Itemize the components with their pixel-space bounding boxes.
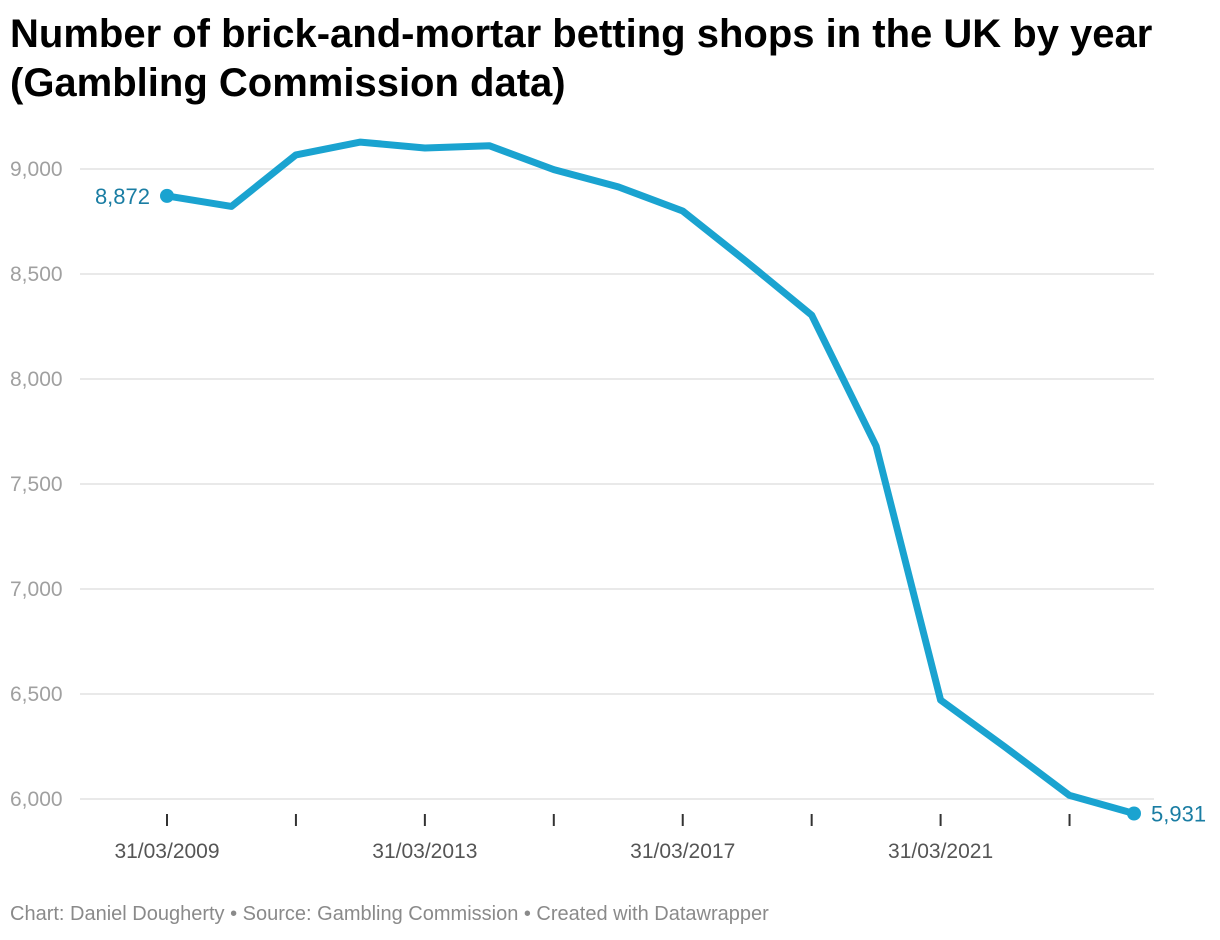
- data-point-6: [550, 166, 557, 173]
- start-marker: [160, 188, 174, 203]
- x-axis: 31/03/2009 31/03/2013 31/03/2017 31/03/2021: [114, 814, 1071, 863]
- start-value-label: 8,872: [95, 184, 150, 209]
- y-tick-label-7500: 7,500: [10, 473, 63, 496]
- chart-title: Number of brick-and-mortar betting shops…: [10, 12, 1153, 105]
- gridlines: [80, 168, 1154, 800]
- data-point-11: [873, 442, 880, 449]
- end-value-label: 5,931: [1151, 801, 1206, 826]
- data-point-1: [228, 203, 235, 210]
- y-tick-label-7000: 7,000: [10, 578, 63, 601]
- y-tick-label-9000: 9,000: [10, 158, 63, 181]
- data-point-5: [486, 142, 493, 149]
- y-axis: 6,000 6,500 7,000 7,500 8,000 8,500 9,000: [10, 158, 63, 811]
- data-point-3: [357, 139, 364, 146]
- data-point-4: [421, 145, 428, 152]
- chart-footer: Chart: Daniel Dougherty • Source: Gambli…: [10, 903, 769, 925]
- data-point-8: [679, 208, 686, 215]
- x-tick-label-12: 31/03/2021: [888, 840, 993, 863]
- data-point-14: [1066, 792, 1073, 799]
- x-tick-label-0: 31/03/2009: [114, 840, 219, 863]
- y-tick-label-6000: 6,000: [10, 788, 63, 811]
- y-tick-label-6500: 6,500: [10, 683, 63, 706]
- x-tick-label-8: 31/03/2017: [630, 840, 735, 863]
- data-point-9: [744, 259, 751, 266]
- y-tick-label-8000: 8,000: [10, 368, 63, 391]
- series-line: [163, 138, 1138, 817]
- data-point-13: [1002, 744, 1009, 751]
- series-layer: [163, 138, 1138, 817]
- y-tick-label-8500: 8,500: [10, 263, 63, 286]
- data-point-12: [937, 697, 944, 704]
- end-marker: [1127, 806, 1141, 821]
- label-layer: 8,872 5,931: [95, 184, 1206, 827]
- data-point-10: [808, 312, 815, 319]
- x-tick-label-4: 31/03/2013: [372, 840, 477, 863]
- data-point-2: [292, 151, 299, 158]
- data-point-7: [615, 183, 622, 190]
